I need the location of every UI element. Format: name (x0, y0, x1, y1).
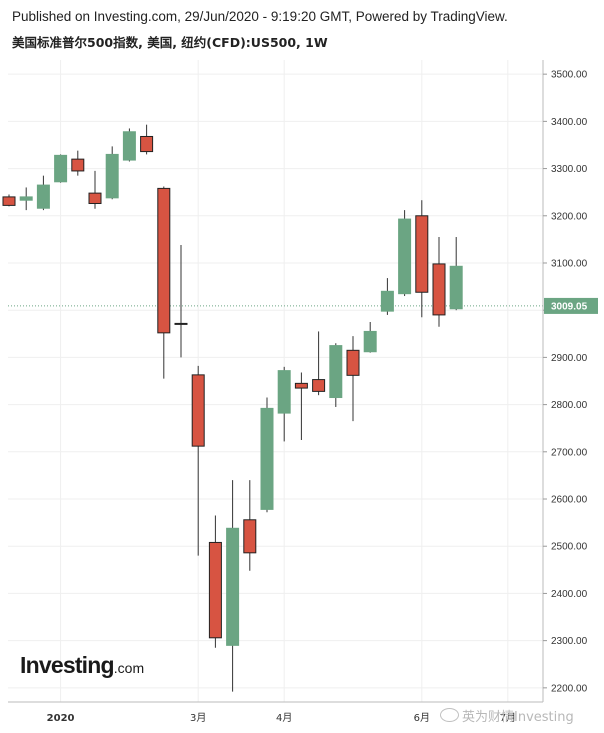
candles (2, 124, 463, 692)
logo-main-text: Investing (20, 652, 115, 678)
candle (71, 150, 85, 176)
candle (294, 372, 308, 441)
plot-area[interactable] (8, 60, 543, 702)
candle-body-up (54, 154, 68, 183)
last-price-label-bg (544, 297, 598, 314)
candle (277, 366, 291, 442)
candle (380, 278, 394, 315)
last-price-label-text: 3009.05 (551, 301, 588, 312)
candle (432, 237, 446, 327)
candle (174, 245, 188, 358)
candle (140, 124, 154, 155)
y-tick-label: 2800.00 (551, 400, 588, 411)
candle (88, 170, 102, 209)
candle (105, 146, 119, 200)
candle-body-down (243, 519, 257, 554)
y-tick-label: 2700.00 (551, 447, 588, 458)
candle (363, 321, 377, 353)
candle (54, 154, 68, 183)
candle (415, 200, 429, 318)
x-axis: 2020 3月 4月 6月 7月 (47, 712, 516, 724)
chart-subtitle: 美国标准普尔500指数, 美国, 纽约(CFD):US500, 1W (12, 35, 328, 50)
x-tick-label: 3月 (190, 712, 206, 724)
candle-body-down (88, 192, 102, 205)
last-price-label: 3009.05 (544, 297, 598, 314)
logo-suffix-text: .com (113, 660, 145, 676)
candle (157, 186, 171, 379)
candle-body-down (2, 196, 16, 206)
y-tick-label: 2200.00 (551, 683, 588, 694)
y-tick-label: 3300.00 (551, 164, 588, 175)
candle (2, 194, 16, 207)
y-tick-label: 3400.00 (551, 117, 588, 128)
candle-body-down (140, 135, 154, 153)
candle-body-up (226, 527, 240, 646)
candle-body-down (208, 541, 222, 639)
candle-body-up (398, 218, 412, 295)
x-tick-label: 2020 (47, 713, 75, 724)
candle (191, 365, 205, 556)
candle (36, 175, 50, 211)
candle-body-up (277, 370, 291, 414)
candle-body-down (415, 215, 429, 293)
candle (243, 480, 257, 571)
candle (449, 237, 463, 311)
x-tick-label: 7月 (500, 712, 516, 724)
y-tick-label: 3200.00 (551, 211, 588, 222)
candle-body-up (380, 290, 394, 312)
candle (226, 480, 240, 692)
candle-body-down (174, 322, 188, 325)
y-axis: 2200.00 2300.00 2400.00 2500.00 2600.00 2700.… (543, 70, 588, 694)
candle-body-down (312, 379, 326, 392)
y-tick-label: 3100.00 (551, 258, 588, 269)
y-tick-label: 2500.00 (551, 542, 588, 553)
candle-body-down (71, 158, 85, 172)
candle-body-up (260, 407, 274, 510)
y-tick-label: 2400.00 (551, 589, 588, 600)
y-tick-label: 3500.00 (551, 70, 588, 81)
candle (346, 336, 360, 422)
candle (329, 343, 343, 407)
candle-body-up (105, 153, 119, 199)
candle (122, 128, 136, 162)
investing-logo: Investing.com (20, 652, 144, 679)
candle (398, 210, 412, 297)
candle-body-up (19, 196, 33, 201)
watermark-text: 英为财情Investing (462, 710, 574, 725)
candle-body-down (346, 349, 360, 376)
candle-body-up (329, 345, 343, 399)
candle-body-down (294, 382, 308, 389)
candle-body-down (432, 263, 446, 316)
y-tick-label: 2300.00 (551, 636, 588, 647)
weibo-icon (440, 708, 459, 722)
candle-body-up (449, 265, 463, 310)
candle-body-down (191, 374, 205, 447)
candle-body-up (363, 330, 377, 353)
candle (19, 187, 33, 211)
weibo-watermark: 英为财情Investing (440, 706, 574, 725)
candle (312, 331, 326, 396)
y-tick-label: 2600.00 (551, 495, 588, 506)
candle-body-up (36, 184, 50, 209)
x-tick-label: 4月 (276, 712, 292, 724)
candle-body-up (122, 131, 136, 161)
candle (208, 515, 222, 648)
candle (260, 397, 274, 513)
published-text: Published on Investing.com, 29/Jun/2020 … (12, 9, 508, 24)
candle-body-down (157, 187, 171, 334)
x-tick-label: 6月 (414, 712, 430, 724)
y-tick-label: 2900.00 (551, 353, 588, 364)
